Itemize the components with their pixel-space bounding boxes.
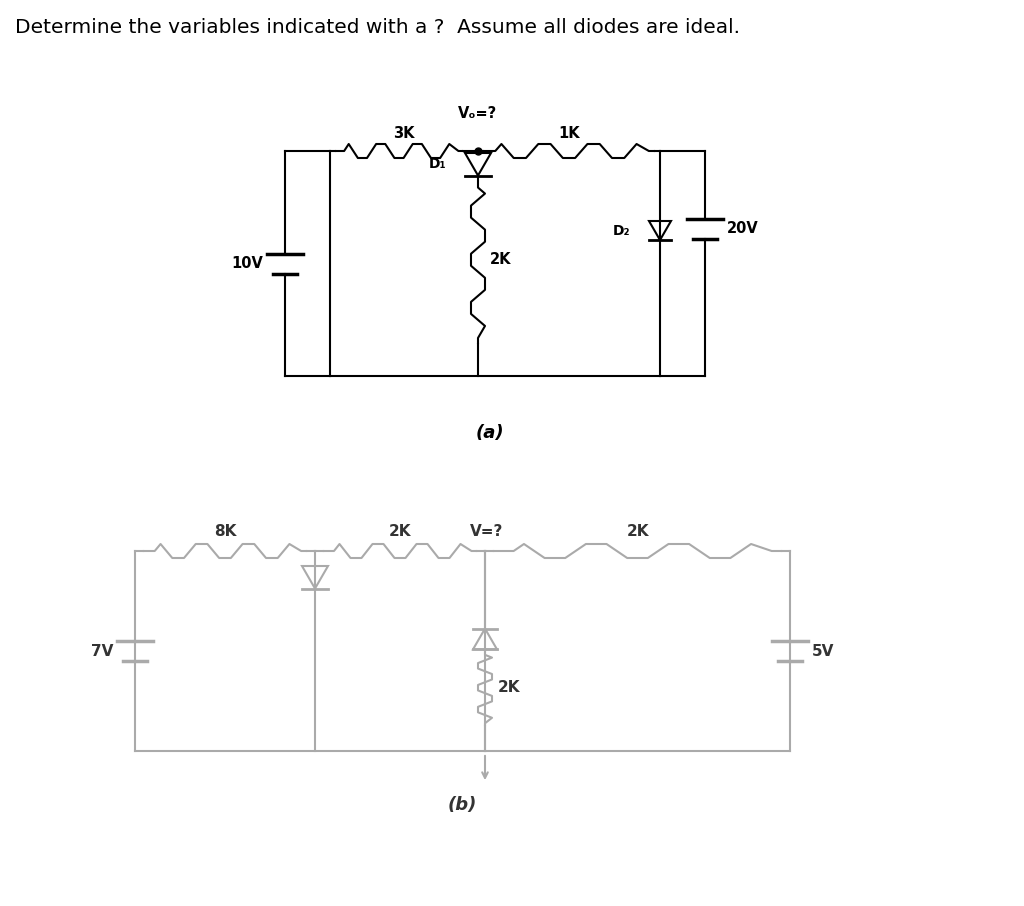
Text: 8K: 8K (214, 524, 237, 539)
Text: 20V: 20V (727, 221, 759, 236)
Text: Determine the variables indicated with a ?  Assume all diodes are ideal.: Determine the variables indicated with a… (15, 18, 740, 37)
Text: 5V: 5V (812, 643, 835, 659)
Text: (b): (b) (447, 796, 477, 814)
Text: 2K: 2K (490, 252, 512, 267)
Text: V=?: V=? (470, 524, 504, 539)
Text: 10V: 10V (231, 256, 263, 271)
Text: D₁: D₁ (428, 158, 446, 171)
Text: 3K: 3K (393, 126, 415, 141)
Text: 2K: 2K (627, 524, 649, 539)
Text: 7V: 7V (91, 643, 113, 659)
Text: D₂: D₂ (612, 224, 630, 237)
Text: 2K: 2K (389, 524, 412, 539)
Text: 2K: 2K (498, 680, 520, 695)
Text: (a): (a) (476, 424, 504, 442)
Text: Vₒ=?: Vₒ=? (459, 106, 498, 121)
Text: 1K: 1K (558, 126, 580, 141)
